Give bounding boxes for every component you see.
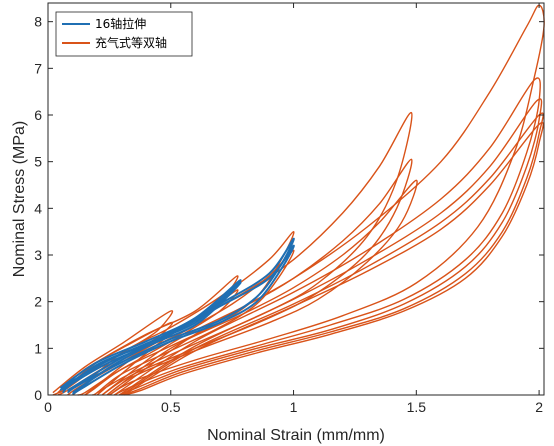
series-2-loop-11 [113,77,541,396]
x-tick-label: 2 [535,399,543,415]
x-tick-label: 0 [44,399,52,415]
y-tick-label: 2 [34,294,42,310]
legend-box [55,11,193,57]
series-2-loop-10 [108,4,545,396]
y-axis-title: Nominal Stress (MPa) [11,121,28,277]
y-tick-label: 3 [34,247,42,263]
y-tick-label: 1 [34,340,42,356]
legend-label-series-2: 充气式等双轴 [95,35,167,50]
series-1-loop-2 [61,281,242,394]
x-tick-label: 1.5 [407,399,427,415]
legend: 16轴拉伸 充气式等双轴 [55,11,193,57]
y-tick-label: 7 [34,60,42,76]
plot-frame [47,2,545,396]
y-tick-label: 8 [34,14,42,30]
x-axis-title: Nominal Strain (mm/mm) [207,427,385,444]
y-tick-label: 0 [34,387,42,403]
tick-layer: 0 0.5 1 1.5 2 0 1 2 3 4 5 6 7 8 [34,3,544,415]
y-tick-label: 5 [34,154,42,170]
y-tick-label: 6 [34,107,42,123]
x-tick-label: 1 [290,399,298,415]
y-tick-label: 4 [34,200,42,216]
series-2-loop-12 [118,98,543,396]
x-tick-label: 0.5 [161,399,181,415]
legend-label-series-1: 16轴拉伸 [95,16,146,31]
series-1-loop-4 [72,244,295,395]
plot-area [48,3,544,395]
series-2-loop-14 [123,121,544,396]
curve-layer [52,4,545,396]
series-2-loop-13 [121,112,544,396]
